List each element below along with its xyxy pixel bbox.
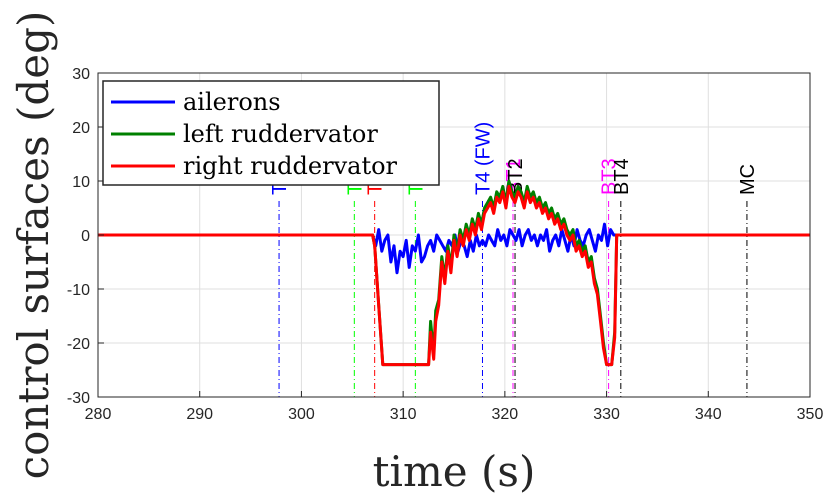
x-tick-label: 330: [593, 406, 620, 423]
y-axis-label: control surfaces (deg): [9, 11, 58, 480]
legend-entry-label: right ruddervator: [183, 152, 398, 180]
legend-entry-label: ailerons: [183, 88, 281, 116]
y-tick-label: 0: [81, 228, 90, 245]
x-tick-label: 280: [85, 406, 112, 423]
y-tick-label: -20: [67, 336, 90, 353]
series-lines: [98, 179, 810, 367]
x-axis-label: time (s): [373, 447, 536, 496]
legend: ailerons left ruddervator right ruddervato…: [102, 80, 440, 186]
x-tick-label: 300: [288, 406, 315, 423]
y-tick-label: 20: [72, 120, 90, 137]
x-tick-label: 320: [492, 406, 519, 423]
x-tick-label: 310: [390, 406, 417, 423]
legend-entry-label: left ruddervator: [183, 120, 378, 148]
series-line: [98, 179, 810, 367]
x-tick-label: 340: [695, 406, 722, 423]
x-tick-label: 290: [186, 406, 213, 423]
series-line: [98, 184, 810, 367]
axis-ticks: 280 290 300 310 320 330 340 350 -30 -20 -10 0 10 20 30: [67, 66, 824, 423]
y-tick-label: 10: [72, 174, 90, 191]
y-tick-label: -30: [67, 390, 90, 407]
y-tick-label: 30: [72, 66, 90, 83]
event-marker-label: MC: [737, 164, 759, 195]
event-marker-label: T4 (FW): [472, 122, 494, 195]
event-marker-label: BT3: [599, 158, 621, 195]
x-tick-label: 350: [797, 406, 824, 423]
event-marker-label: BT4: [611, 158, 633, 195]
series-line: [98, 222, 810, 275]
y-tick-label: -10: [67, 282, 90, 299]
